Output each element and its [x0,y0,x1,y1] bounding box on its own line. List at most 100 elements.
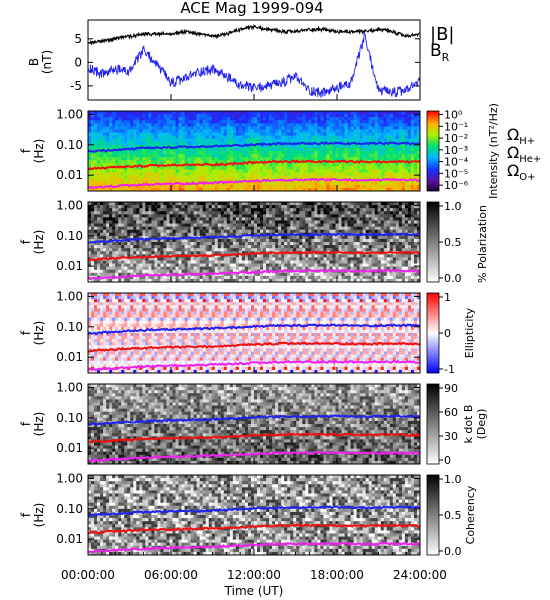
polarization-heatmap-cell [244,254,249,258]
power-heatmap-cell [127,169,131,173]
power-heatmap-cell [350,114,354,118]
polarization-heatmap-cell [202,254,207,258]
polarization-heatmap-cell [145,205,149,209]
power-heatmap-cell [130,120,134,124]
power-heatmap-cell [314,175,318,179]
polarization-heatmap-cell [241,220,246,224]
polarization-heatmap-cell [91,223,95,227]
power-heatmap-cell [368,172,373,176]
polarization-heatmap-cell [238,202,243,206]
polarization-heatmap-cell [160,257,164,261]
power-heatmap-cell [275,138,279,143]
polarization-heatmap-cell [326,217,330,221]
polarization-heatmap-cell [202,242,207,246]
power-heatmap-cell [320,120,324,124]
power-heatmap-cell [244,157,249,161]
power-heatmap-cell [284,123,288,127]
polarization-heatmap-cell [250,242,255,246]
power-heatmap-cell [386,187,391,192]
power-heatmap-cell [281,172,285,176]
power-heatmap-cell [148,126,152,130]
polarization-heatmap-cell [100,232,104,237]
polarization-heatmap-cell [220,211,225,215]
power-heatmap-cell [389,120,394,124]
power-heatmap-cell [392,181,397,186]
power-heatmap-cell [226,132,231,136]
polarization-heatmap-cell [254,254,258,258]
polarization-heatmap-cell [127,223,131,227]
power-heatmap-cell [157,184,161,189]
polarization-heatmap-cell [266,235,270,240]
power-heatmap-cell [341,151,345,155]
polarization-heatmap-cell [202,205,207,209]
power-heatmap-cell [91,147,95,152]
polarization-heatmap-cell [263,242,267,246]
polarization-heatmap-cell [127,266,131,270]
polarization-heatmap-cell [238,214,243,218]
polarization-heatmap-cell [184,263,188,267]
power-heatmap-cell [217,129,222,133]
power-heatmap-cell [163,178,167,183]
power-heatmap-cell [247,126,252,130]
polarization-heatmap-cell [130,223,134,227]
power-heatmap-cell [106,178,110,183]
power-heatmap-cell [380,187,385,192]
polarization-heatmap-cell [284,205,288,209]
polarization-heatmap-cell [250,223,255,227]
polarization-heatmap-cell [91,211,95,215]
polarization-heatmap-cell [88,220,92,224]
polarization-heatmap-cell [320,235,324,240]
polarization-heatmap-cell [160,220,164,224]
power-heatmap-cell [196,187,200,192]
polarization-heatmap-cell [205,208,210,212]
polarization-heatmap-cell [124,223,128,227]
polarization-heatmap-cell [299,266,303,270]
power-heatmap-cell [124,172,128,176]
power-heatmap-cell [413,151,418,155]
power-heatmap-cell [365,132,369,136]
power-heatmap-cell [232,166,237,170]
polarization-heatmap-cell [287,260,291,264]
power-heatmap-cell [163,151,167,155]
power-heatmap-cell [362,120,366,124]
polarization-heatmap-cell [260,260,264,264]
polarization-heatmap-cell [326,272,330,277]
power-heatmap-cell [395,129,400,133]
power-heatmap-cell [163,160,167,164]
polarization-heatmap-cell [163,257,167,261]
power-heatmap-cell [220,138,225,143]
polarization-heatmap-cell [247,205,252,209]
polarization-heatmap-cell [223,278,228,283]
power-heatmap-cell [287,169,291,173]
polarization-heatmap-cell [287,214,291,218]
polarization-heatmap-cell [266,254,270,258]
power-heatmap-cell [130,184,134,189]
polarization-heatmap-cell [121,278,125,283]
power-heatmap-cell [266,117,270,121]
polarization-heatmap-cell [302,202,306,206]
power-heatmap-cell [184,160,188,164]
polarization-heatmap-cell [196,263,200,267]
power-heatmap-cell [413,147,418,152]
polarization-heatmap-cell [208,260,213,264]
polarization-heatmap-cell [247,257,252,261]
power-heatmap-cell [88,138,92,143]
power-heatmap-cell [217,147,222,152]
polarization-heatmap-cell [100,220,104,224]
polarization-heatmap-cell [314,266,318,270]
power-heatmap-cell [244,129,249,133]
power-heatmap-cell [91,120,95,124]
power-heatmap-cell [380,184,385,189]
power-heatmap-cell [223,135,228,139]
polarization-heatmap-cell [244,260,249,264]
polarization-heatmap-cell [317,260,321,264]
power-heatmap-cell [205,160,210,164]
polarization-heatmap-cell [211,217,216,221]
power-heatmap-cell [91,126,95,130]
power-heatmap-cell [296,147,300,152]
power-heatmap-cell [266,135,270,139]
power-heatmap-cell [353,147,357,152]
power-heatmap-cell [299,147,303,152]
polarization-heatmap-cell [238,275,243,280]
power-heatmap-cell [269,126,273,130]
